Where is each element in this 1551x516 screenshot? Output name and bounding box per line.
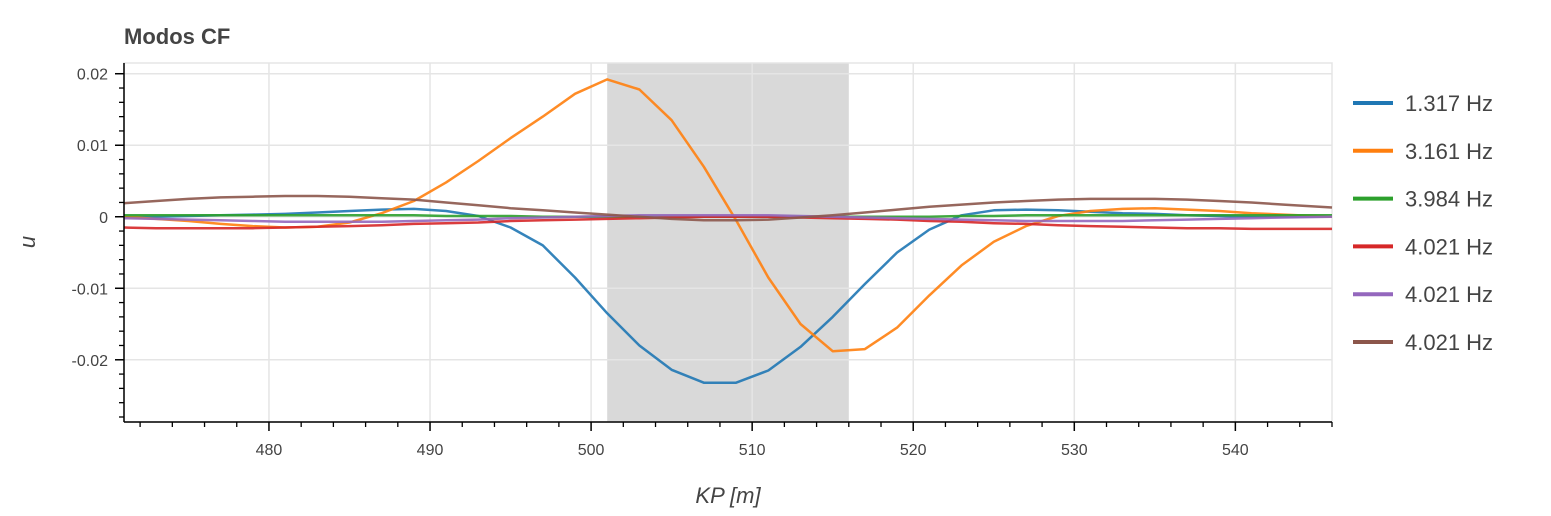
shaded-region xyxy=(607,63,849,422)
legend-label-6: 4.021 Hz xyxy=(1405,330,1493,355)
x-tick-label: 510 xyxy=(739,442,766,459)
x-tick-label: 490 xyxy=(417,442,444,459)
series-layer xyxy=(123,78,1333,384)
legend-label-5: 4.021 Hz xyxy=(1405,282,1493,307)
x-tick-label: 530 xyxy=(1061,442,1088,459)
y-tick-label: 0.01 xyxy=(77,138,108,155)
y-tick-label: -0.01 xyxy=(72,281,109,298)
legend-label-1: 1.317 Hz xyxy=(1405,91,1493,116)
series-line-1 xyxy=(124,207,1332,384)
legend: 1.317 Hz 3.161 Hz 3.984 Hz 4.021 Hz 4.021 Hz… xyxy=(1353,91,1493,355)
chart-title: Modos CF xyxy=(124,24,230,49)
x-tick-label: 480 xyxy=(256,442,283,459)
legend-label-4: 4.021 Hz xyxy=(1405,234,1493,259)
legend-label-2: 3.161 Hz xyxy=(1405,139,1493,164)
series-line-5 xyxy=(123,214,1333,224)
y-tick-label: 0.02 xyxy=(77,67,108,84)
y-axis-label: u xyxy=(15,236,40,248)
x-axis-label: KP [m] xyxy=(695,483,761,508)
series-line-4 xyxy=(123,215,1332,231)
legend-label-3: 3.984 Hz xyxy=(1405,187,1493,212)
y-tick-label: -0.02 xyxy=(72,353,109,370)
x-tick-label: 540 xyxy=(1222,442,1249,459)
axis-layer: 480 490 500 510 520 530 540 0.02 0.01 0 -0.01 -0.02 xyxy=(72,63,1333,459)
y-tick-label: 0 xyxy=(99,210,108,227)
x-tick-label: 500 xyxy=(578,442,605,459)
x-tick-label: 520 xyxy=(900,442,927,459)
series-line-6 xyxy=(123,194,1333,222)
shaded-region-layer xyxy=(607,63,849,422)
